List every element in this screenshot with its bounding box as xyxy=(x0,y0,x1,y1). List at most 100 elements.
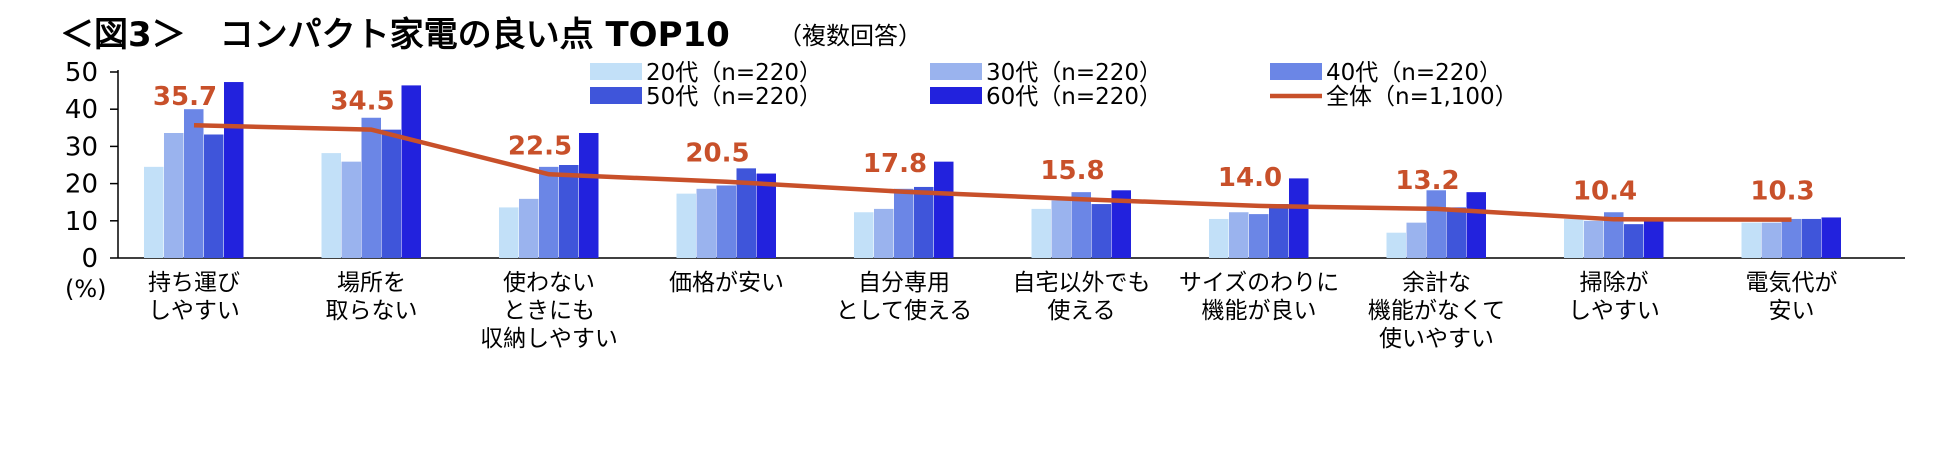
bar xyxy=(579,133,599,258)
bar xyxy=(519,198,539,258)
bar xyxy=(874,208,894,258)
bar xyxy=(559,165,579,258)
legend: 20代（n=220） 30代（n=220） 40代（n=220） 50代（n=220）… xyxy=(590,60,1518,110)
legend-label: 60代（n=220） xyxy=(986,84,1162,110)
category-label: 価格が安い xyxy=(669,270,784,296)
legend-label: 50代（n=220） xyxy=(646,84,822,110)
category-label: 掃除が xyxy=(1580,270,1649,296)
bar xyxy=(341,161,361,258)
bar xyxy=(1051,200,1071,258)
bar xyxy=(934,161,954,258)
legend-swatch xyxy=(1270,63,1322,80)
category-label: サイズのわりに xyxy=(1179,270,1339,296)
bar xyxy=(204,134,224,258)
bar xyxy=(1071,192,1091,258)
total-data-label: 35.7 xyxy=(153,82,217,112)
bar xyxy=(164,133,184,258)
y-tick-label: 20 xyxy=(65,170,98,200)
bar xyxy=(1406,222,1426,258)
bar xyxy=(1111,190,1131,258)
bar xyxy=(224,82,244,258)
total-data-label: 10.3 xyxy=(1750,177,1814,207)
category-label: 自宅以外でも xyxy=(1013,270,1151,296)
bars xyxy=(144,82,1841,258)
bar xyxy=(1821,217,1841,258)
bar xyxy=(499,207,519,258)
total-line: 35.7 34.5 22.5 20.5 17.8 15.8 14.0 13.2 10.4 10.3 xyxy=(153,82,1815,222)
category-label: 自分専用 xyxy=(858,270,950,296)
bar xyxy=(381,129,401,258)
bar xyxy=(401,85,421,258)
bar xyxy=(1031,208,1051,258)
chart-title: ＜図3＞ コンパクト家電の良い点 TOP10 xyxy=(60,15,730,55)
legend-label: 全体（n=1,100） xyxy=(1326,84,1518,110)
chart-subtitle: （複数回答） xyxy=(778,22,922,50)
y-tick-label: 30 xyxy=(65,132,98,162)
category-label: 機能がなくて xyxy=(1368,298,1505,324)
bar xyxy=(144,166,164,258)
bar xyxy=(1426,190,1446,258)
bar xyxy=(696,188,716,258)
bar xyxy=(894,188,914,258)
category-label: 使いやすい xyxy=(1379,326,1494,352)
bar xyxy=(1386,232,1406,258)
bar xyxy=(1091,204,1111,258)
category-label: 場所を xyxy=(337,270,406,296)
total-data-label: 17.8 xyxy=(863,149,927,179)
bar xyxy=(1644,220,1664,258)
category-label: として使える xyxy=(836,298,973,324)
legend-label: 20代（n=220） xyxy=(646,60,822,86)
bar xyxy=(914,186,934,258)
category-label: 使わない xyxy=(503,270,595,296)
bar xyxy=(1604,212,1624,258)
total-data-label: 10.4 xyxy=(1573,176,1637,206)
bar xyxy=(184,109,204,258)
category-label: 取らない xyxy=(326,298,418,324)
bar xyxy=(1564,218,1584,258)
bar xyxy=(854,212,874,258)
bar xyxy=(1289,178,1309,258)
total-data-label: 34.5 xyxy=(330,87,394,117)
bar xyxy=(1446,207,1466,258)
category-label: 電気代が xyxy=(1746,270,1838,296)
bar xyxy=(736,168,756,258)
bar xyxy=(756,173,776,258)
bar xyxy=(361,117,381,258)
legend-swatch xyxy=(590,87,642,104)
legend-swatch xyxy=(930,87,982,104)
bar xyxy=(1466,192,1486,258)
category-label: 持ち運び xyxy=(148,270,240,296)
category-label: 余計な xyxy=(1402,270,1471,296)
total-data-label: 14.0 xyxy=(1218,163,1282,193)
total-data-label: 22.5 xyxy=(508,131,572,161)
y-tick-label: 10 xyxy=(65,207,98,237)
legend-swatch xyxy=(930,63,982,80)
total-data-label: 20.5 xyxy=(685,139,749,169)
legend-label: 30代（n=220） xyxy=(986,60,1162,86)
bar xyxy=(321,153,341,258)
category-label: 使える xyxy=(1047,298,1115,324)
total-data-label: 13.2 xyxy=(1395,166,1459,196)
bar xyxy=(1229,212,1249,258)
total-series-line xyxy=(193,122,1792,222)
bar xyxy=(1209,218,1229,258)
bar xyxy=(1584,220,1604,258)
category-label: 機能が良い xyxy=(1202,298,1317,324)
category-label: ときにも xyxy=(503,298,595,324)
legend-label: 40代（n=220） xyxy=(1326,60,1502,86)
legend-swatch xyxy=(590,63,642,80)
bar xyxy=(1801,218,1821,258)
category-label: 安い xyxy=(1769,298,1815,324)
bar xyxy=(1269,204,1289,258)
bar xyxy=(716,185,736,258)
bar xyxy=(1624,224,1644,258)
y-tick-label: 50 xyxy=(65,58,98,88)
bar xyxy=(1249,214,1269,258)
bar xyxy=(1741,222,1761,258)
bar xyxy=(1781,218,1801,258)
bar xyxy=(676,193,696,258)
category-label: しやすい xyxy=(1568,298,1660,324)
category-label: しやすい xyxy=(148,298,240,324)
category-label: 収納しやすい xyxy=(480,326,618,352)
